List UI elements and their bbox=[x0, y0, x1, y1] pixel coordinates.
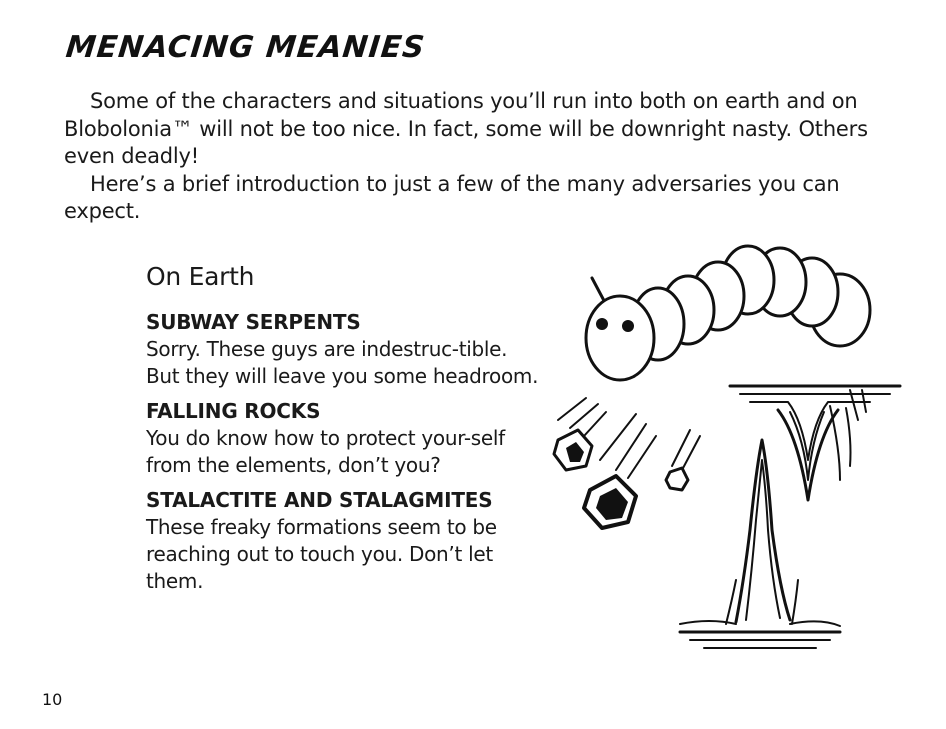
stalagmite-icon bbox=[678, 438, 842, 649]
page-title: MENACING MEANIES bbox=[64, 30, 427, 65]
illustration bbox=[552, 244, 902, 649]
stalactite-icon bbox=[728, 384, 902, 502]
enemy-title: STALACTITE AND STALAGMITES bbox=[146, 488, 493, 512]
on-earth-section: On Earth SUBWAY SERPENTS Sorry. These gu… bbox=[146, 262, 586, 603]
page-number: 10 bbox=[42, 690, 63, 709]
enemy-entry-falling-rocks: FALLING ROCKS You do know how to protect… bbox=[146, 398, 586, 479]
subway-serpent-icon bbox=[584, 244, 872, 382]
enemy-entry-subway-serpents: SUBWAY SERPENTS Sorry. These guys are in… bbox=[146, 309, 586, 390]
falling-rock-icon bbox=[552, 397, 701, 530]
intro-paragraph-1: Some of the characters and situations yo… bbox=[64, 89, 868, 168]
intro-text: Some of the characters and situations yo… bbox=[64, 88, 904, 226]
enemy-title: FALLING ROCKS bbox=[146, 399, 321, 423]
enemy-description: These freaky formations seem to be reach… bbox=[146, 515, 497, 593]
enemy-title: SUBWAY SERPENTS bbox=[146, 310, 361, 334]
enemy-description: Sorry. These guys are indestruc-tible. B… bbox=[146, 337, 539, 388]
enemy-entry-stalactites: STALACTITE AND STALAGMITES These freaky … bbox=[146, 487, 586, 595]
enemy-description: You do know how to protect your-self fro… bbox=[146, 426, 505, 477]
intro-paragraph-2: Here’s a brief introduction to just a fe… bbox=[64, 171, 840, 224]
section-heading: On Earth bbox=[146, 262, 255, 291]
